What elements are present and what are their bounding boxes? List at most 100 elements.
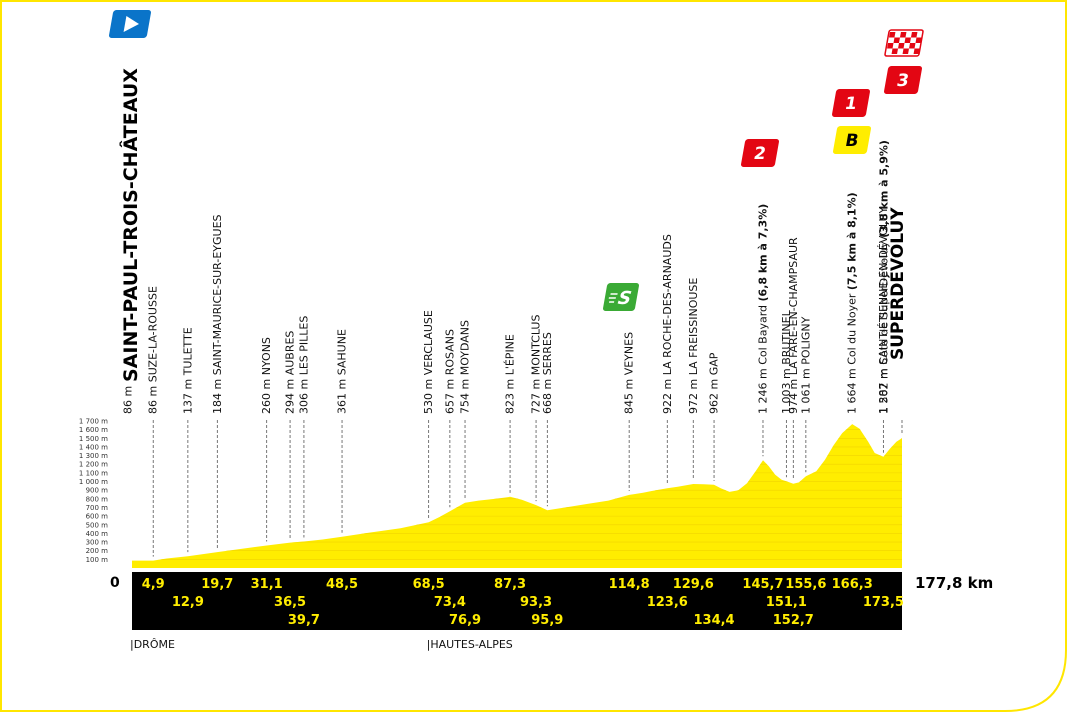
waypoint-label: 962 m GAP [708,352,721,414]
altitude-tick-label: 600 m [86,513,109,521]
waypoint-label: 1 246 m Col Bayard (6,8 km à 7,3%) [756,204,769,414]
altitude-tick-label: 1 000 m [79,478,108,486]
waypoint-km-label: 95,9 [531,613,563,628]
waypoint-label-part: 727 m MONTCLUS [530,315,543,414]
finish-flag-check [915,37,922,43]
finish-flag-check [913,48,921,54]
waypoint-label-part: 86 m SUZE-LA-ROUSSE [147,286,160,414]
waypoint-km-label: 68,5 [413,577,445,592]
waypoint-label: 754 m MOYDANS [459,320,472,414]
waypoint-km-label: 152,7 [773,613,814,628]
waypoint-label: 972 m LA FREISSINOUSE [687,278,700,414]
waypoint-label-part: 972 m LA FREISSINOUSE [687,278,700,414]
sprint-icon-label: S [616,288,633,309]
waypoint-label-part: 1 003 m BRUTINEL [780,309,793,414]
waypoint-label-part: 1 664 m Col du Noyer [846,290,859,414]
finish-climb-label: 1 502 m Côte de SuperDévoluy (3,8 km à 5… [878,140,891,414]
altitude-tick-label: 500 m [86,521,109,529]
waypoint-label-part: (3,8 km à 5,9%) [878,140,891,238]
start-arrow-shape [123,16,139,32]
climb-category-icon-shape [884,66,922,94]
start-km-label: 0 [110,575,120,591]
waypoint-label: 260 m NYONS [260,337,273,414]
sprint-icon-shape [603,283,639,311]
waypoint-km-label: 173,5 [863,595,904,610]
waypoint-km-label: 114,8 [609,577,650,592]
climb-category-icon: 3 [884,66,922,94]
bonus-icon-shape [833,126,871,154]
waypoint-label: 184 m SAINT-MAURICE-SUR-EYGUES [211,214,224,414]
finish-flag-check [891,48,899,54]
distance-labels: 4,9 12,9 19,7 31,1 36,5 39,7 48,5 68,5 73,4 76,9 8… [142,577,904,628]
altitude-tick-label: 900 m [86,487,109,495]
finish-flag-check [888,32,896,38]
waypoint-labels: 86 m SUZE-LA-ROUSSE 137 m TULETTE 184 m SA… [122,140,891,414]
total-distance-label: 177,8 km [915,574,993,592]
waypoint-km-label: 4,9 [142,577,165,592]
finish-flag-check [909,43,916,49]
finish-flag-check [910,32,918,38]
region-label: |HAUTES-ALPES [427,638,513,651]
waypoint-label: 306 m LES PILLES [297,316,310,414]
finish-flag-check [904,37,911,43]
profile-area [132,424,902,568]
waypoint-label: 823 m L'ÉPINE [504,334,517,414]
waypoint-km-label: 123,6 [647,595,688,610]
waypoint-label-part: 668 m SERRES [541,332,554,414]
waypoint-label-part: 306 m LES PILLES [297,316,310,414]
waypoint-label: 922 m LA ROCHE-DES-ARNAUDS [661,234,674,414]
waypoint-km-label: 155,6 [785,577,826,592]
waypoint-label-part: 962 m GAP [708,352,721,414]
altitude-tick-label: 200 m [86,547,109,555]
waypoint-label-part: 823 m L'ÉPINE [504,334,517,414]
finish-flag-check [899,32,907,38]
altitude-tick-label: 1 300 m [79,452,108,460]
waypoint-label: 137 m TULETTE [181,327,194,414]
waypoint-km-label: 93,3 [520,595,552,610]
waypoint-label-part: 361 m SAHUNE [336,329,349,414]
waypoint-label: 974 m LA FARE-EN-CHAMPSAUR [787,237,800,414]
altitude-tick-label: 1 400 m [79,443,108,451]
waypoint-label: 657 m ROSANS [443,329,456,414]
waypoint-label: 727 m MONTCLUS [530,315,543,414]
waypoint-label-part: (7,5 km à 8,1%) [846,192,859,290]
waypoint-label-part: 754 m MOYDANS [459,320,472,414]
bonus-icon: B [833,126,871,154]
waypoint-label-part: 1 246 m Col Bayard [756,301,769,414]
start-altitude-label: 86 m [122,386,135,414]
waypoint-km-label: 31,1 [251,577,283,592]
waypoint-label-part: 184 m SAINT-MAURICE-SUR-EYGUES [211,214,224,414]
climb-category-icon-label: 2 [752,144,767,164]
distance-bar [132,572,902,630]
altitude-tick-label: 800 m [86,495,109,503]
waypoint-label-part: 530 m VERCLAUSE [422,310,435,414]
bonus-icon-label: B [844,131,860,151]
waypoint-label-part: 137 m TULETTE [181,327,194,414]
waypoint-km-label: 134,4 [693,613,734,628]
waypoint-label: 1 061 m POLIGNY [799,316,812,414]
finish-flag-check [902,48,910,54]
waypoint-km-label: 129,6 [673,577,714,592]
altitude-tick-label: 400 m [86,530,109,538]
finish-flag-icon [884,29,924,57]
sprint-icon: S [603,283,639,311]
waypoint-km-label: 73,4 [434,595,466,610]
waypoint-label: 1 003 m BRUTINEL [780,309,793,414]
altitude-tick-label: 1 600 m [79,426,108,434]
climb-category-icon: 1 [832,89,870,117]
finish-flag-check [887,43,894,49]
region-labels: |DRÔME |HAUTES-ALPES [130,638,513,651]
waypoint-label-part: 845 m VEYNES [623,332,636,414]
waypoint-km-label: 48,5 [326,577,358,592]
waypoint-label: 1 287 m SAINT-ÉTIENNE-EN-DÉVOLUY [877,207,890,414]
waypoint-km-label: 151,1 [766,595,807,610]
region-label: |DRÔME [130,638,175,651]
altitude-tick-label: 1 100 m [79,469,108,477]
waypoint-label: 361 m SAHUNE [336,329,349,414]
classification-markers: S 2 1 B 3 [109,10,924,311]
altitude-tick-label: 1 700 m [79,418,108,426]
waypoint-label: 86 m SUZE-LA-ROUSSE [147,286,160,414]
